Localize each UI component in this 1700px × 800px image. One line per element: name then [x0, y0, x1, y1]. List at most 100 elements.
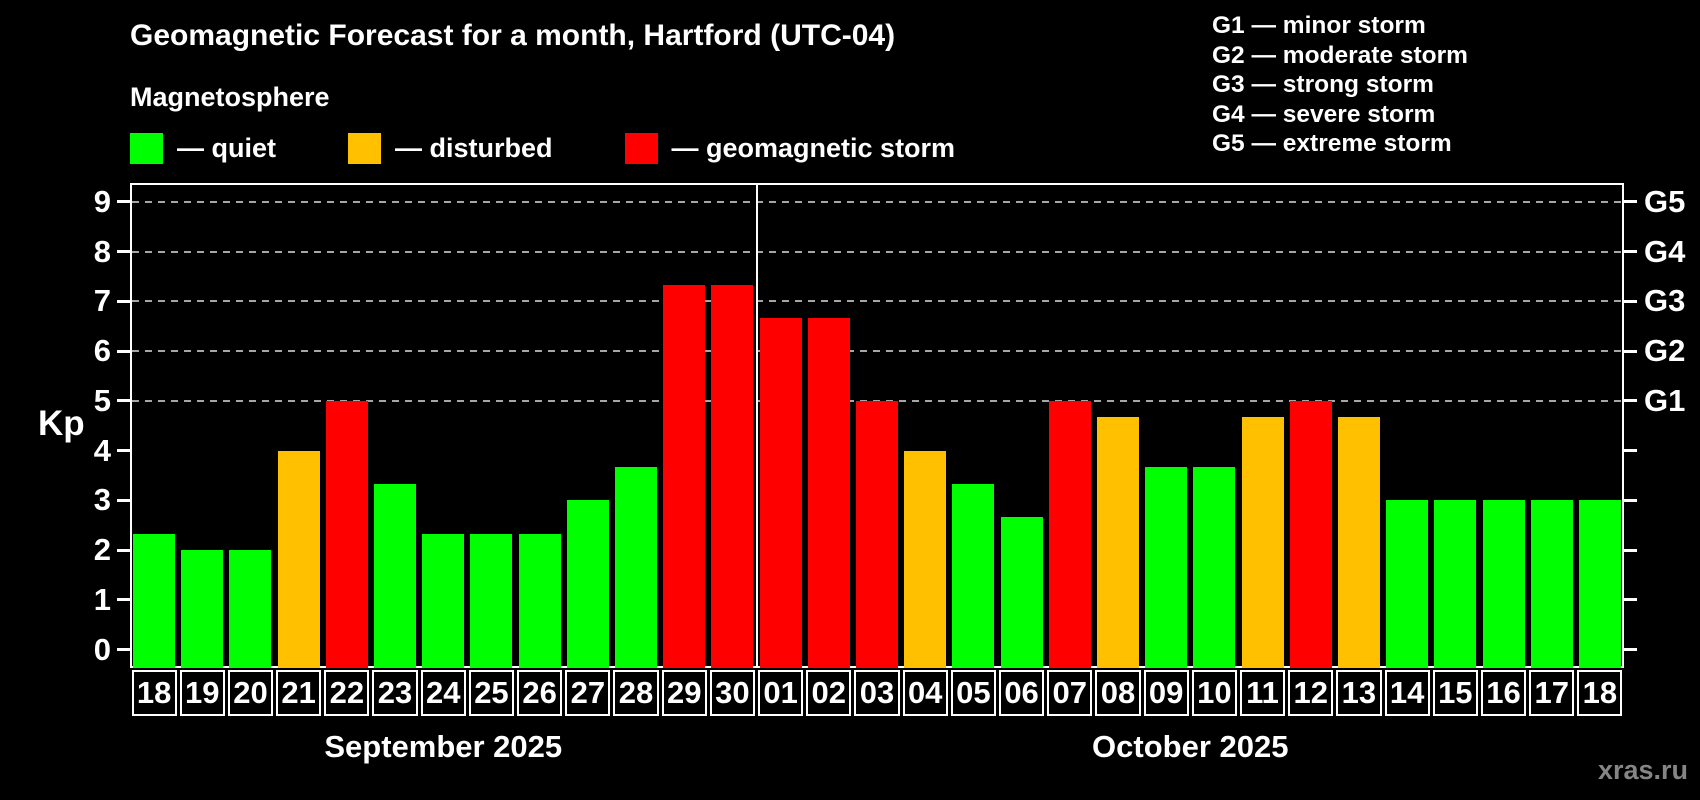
g-axis-label-g3: G3 [1644, 283, 1686, 319]
y-tick-left [117, 250, 130, 254]
kp-bar-day-21 [277, 450, 320, 668]
kp-gridline [132, 300, 1622, 303]
kp-bar-day-07 [1048, 400, 1091, 668]
y-tick-label: 6 [93, 333, 111, 369]
y-tick-label: 2 [93, 532, 111, 568]
g-legend-line: G3 — strong storm [1212, 71, 1434, 99]
y-tick-left [117, 200, 130, 204]
kp-gridline [132, 200, 1622, 203]
day-label: 13 [1336, 670, 1382, 716]
day-label: 05 [950, 670, 996, 716]
day-label: 20 [227, 670, 274, 716]
magnetosphere-subtitle: Magnetosphere [130, 82, 330, 112]
y-tick-right [1624, 548, 1637, 552]
kp-bar-day-28 [615, 467, 658, 668]
day-label: 04 [902, 670, 948, 716]
y-axis-title: Kp [38, 404, 85, 443]
kp-bar-day-08 [1096, 417, 1139, 668]
kp-bar-day-04 [904, 450, 947, 668]
day-label: 26 [517, 670, 563, 716]
kp-bar-day-01 [759, 317, 802, 668]
day-label: 01 [758, 670, 804, 716]
kp-bar-day-26 [518, 533, 561, 668]
g-legend-line: G2 — moderate storm [1212, 41, 1468, 69]
day-label: 30 [709, 670, 755, 716]
y-tick-left [117, 349, 130, 353]
day-label: 17 [1529, 670, 1575, 716]
kp-bar-day-18 [1578, 500, 1621, 668]
kp-bar-day-27 [566, 500, 609, 668]
plot-area [130, 183, 1624, 668]
month-label: October 2025 [1092, 729, 1289, 764]
day-label: 23 [372, 670, 418, 716]
kp-bar-day-13 [1337, 417, 1380, 668]
kp-bar-day-24 [422, 533, 465, 668]
legend-item: — quiet [130, 133, 276, 164]
month-label: September 2025 [324, 729, 563, 764]
kp-bar-day-25 [470, 533, 513, 668]
day-label: 06 [998, 670, 1045, 716]
kp-bar-day-11 [1241, 417, 1284, 668]
kp-bar-day-22 [325, 400, 368, 668]
g-axis-label-g2: G2 [1644, 333, 1686, 369]
y-tick-label: 8 [93, 233, 111, 269]
day-label: 28 [613, 670, 659, 716]
y-tick-right [1624, 648, 1637, 652]
y-tick-label: 0 [93, 631, 111, 667]
day-label: 12 [1288, 670, 1334, 716]
day-label: 27 [565, 670, 611, 716]
day-label: 29 [661, 670, 707, 716]
y-tick-left [117, 648, 130, 652]
y-tick-label: 3 [93, 482, 111, 518]
kp-bar-day-12 [1289, 400, 1332, 668]
kp-bar-day-18 [133, 533, 176, 668]
day-label: 07 [1047, 670, 1093, 716]
y-tick-left [117, 299, 130, 303]
kp-bar-day-23 [374, 483, 417, 668]
kp-bar-day-10 [1193, 467, 1236, 668]
kp-bar-day-15 [1434, 500, 1477, 668]
status-legend: — quiet — disturbed — geomagnetic storm [130, 133, 1027, 164]
kp-bar-day-29 [663, 284, 706, 668]
y-tick-label: 7 [93, 283, 111, 319]
g-scale-legend: G1 — minor storm G2 — moderate storm G3 — … [1212, 11, 1468, 159]
y-tick-right [1624, 598, 1637, 602]
g-axis-label-g4: G4 [1644, 233, 1686, 269]
day-label: 09 [1143, 670, 1189, 716]
kp-gridline [132, 250, 1622, 253]
kp-bar-day-19 [181, 550, 224, 668]
legend-label: — quiet [177, 133, 276, 163]
month-separator [755, 185, 758, 666]
day-label: 03 [854, 670, 900, 716]
y-tick-label: 9 [93, 183, 111, 219]
legend-label: — geomagnetic storm [671, 133, 956, 163]
g-legend-line: G5 — extreme storm [1212, 130, 1452, 158]
kp-bar-day-30 [711, 284, 754, 668]
y-tick-right [1624, 498, 1637, 502]
y-tick-right [1624, 250, 1637, 254]
y-tick-label: 1 [93, 581, 111, 617]
y-tick-label: 5 [93, 382, 111, 418]
day-label: 08 [1095, 670, 1141, 716]
y-tick-right [1624, 200, 1637, 204]
kp-bar-day-05 [952, 483, 995, 668]
day-label: 21 [276, 670, 322, 716]
y-tick-left [117, 548, 130, 552]
g-legend-line: G4 — severe storm [1212, 100, 1436, 128]
kp-bar-day-20 [229, 550, 272, 668]
kp-bar-day-16 [1482, 500, 1525, 668]
day-label: 22 [324, 670, 370, 716]
kp-bar-day-09 [1145, 467, 1188, 668]
day-label: 25 [468, 670, 515, 716]
y-tick-right [1624, 299, 1637, 303]
y-tick-left [117, 399, 130, 403]
y-tick-left [117, 449, 130, 453]
day-label: 18 [131, 670, 177, 716]
kp-bar-day-02 [807, 317, 850, 668]
watermark: xras.ru [1597, 755, 1688, 785]
g-legend-line: G1 — minor storm [1212, 12, 1426, 39]
kp-gridline [132, 350, 1622, 353]
day-label: 16 [1480, 670, 1527, 716]
legend-swatch [624, 133, 658, 164]
legend-swatch [348, 133, 381, 164]
